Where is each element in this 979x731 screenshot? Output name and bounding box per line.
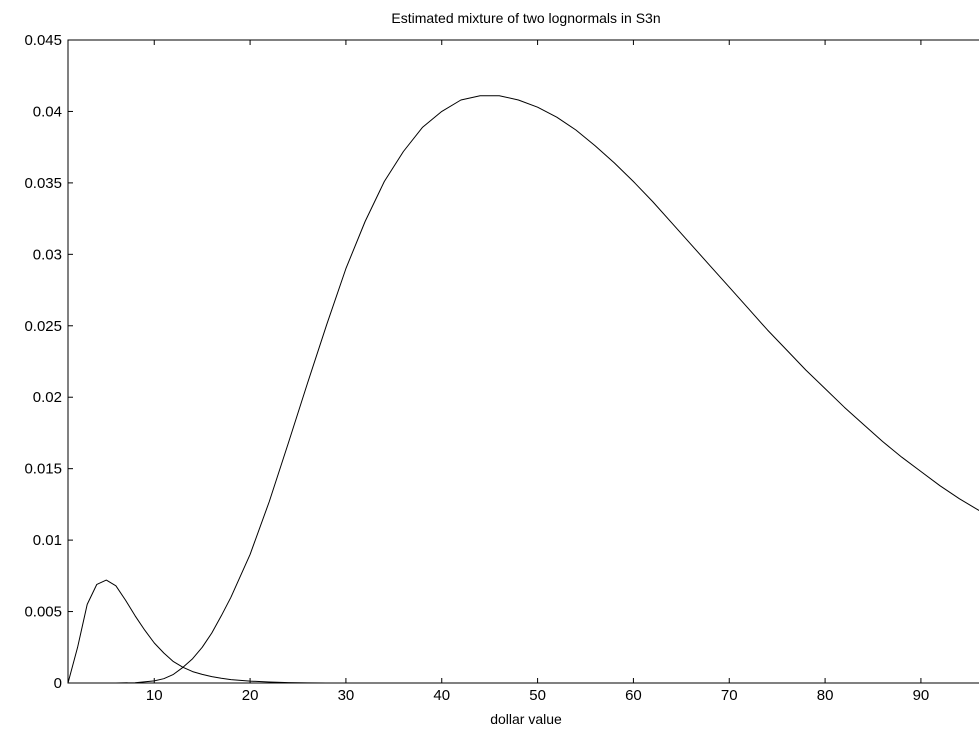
- x-tick-label: 20: [242, 687, 259, 704]
- x-axis-label: dollar value: [490, 711, 562, 727]
- x-tick-label: 50: [529, 687, 546, 704]
- x-tick-label: 60: [625, 687, 642, 704]
- y-tick-label: 0.02: [33, 389, 62, 406]
- y-tick-label: 0.025: [24, 318, 62, 335]
- series-line-1: [67, 579, 327, 684]
- chart-title: Estimated mixture of two lognormals in S…: [391, 10, 660, 26]
- x-tick-label: 80: [817, 687, 834, 704]
- y-tick-label: 0: [54, 675, 62, 692]
- x-tick-label: 30: [338, 687, 355, 704]
- series-line-2: [115, 95, 979, 684]
- x-axis: 10 20 30 40 50 60 70 80 90: [146, 40, 929, 704]
- x-tick-label: 40: [433, 687, 450, 704]
- y-tick-label: 0.035: [24, 175, 62, 192]
- y-tick-label: 0.045: [24, 32, 62, 49]
- y-tick-label: 0.01: [33, 532, 62, 549]
- x-tick-label: 10: [146, 687, 163, 704]
- y-axis: 0 0.005 0.01 0.015 0.02 0.025 0.03 0.035 0.04 0.0…: [24, 32, 73, 692]
- y-tick-label: 0.005: [24, 604, 62, 621]
- y-tick-label: 0.04: [33, 103, 62, 120]
- y-tick-label: 0.03: [33, 246, 62, 263]
- series-group: [67, 95, 979, 684]
- y-tick-label: 0.015: [24, 461, 62, 478]
- x-tick-label: 70: [721, 687, 738, 704]
- x-tick-label: 90: [913, 687, 930, 704]
- plot-frame: [67, 39, 979, 684]
